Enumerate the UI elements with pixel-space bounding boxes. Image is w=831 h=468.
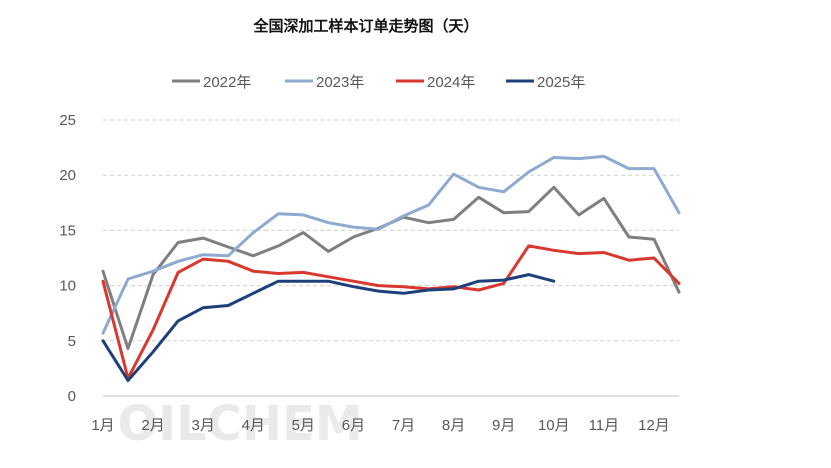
legend-label: 2023年 [316, 74, 364, 91]
x-axis: 1月 2月 3月 4月 5月 6月 7月 8月 9月 10月 11月 12月 [91, 417, 669, 434]
y-tick-label: 5 [68, 333, 76, 350]
legend-item: 2023年 [285, 74, 364, 91]
y-tick-label: 0 [68, 388, 76, 405]
x-tick-label: 1月 [91, 417, 114, 434]
x-tick-label: 11月 [589, 417, 620, 434]
legend-item: 2024年 [396, 74, 475, 91]
series-lines [101, 154, 681, 382]
chart-legend: 2022年 2023年 2024年 2025年 [172, 74, 585, 91]
x-tick-label: 10月 [538, 417, 570, 434]
y-axis: 0 5 10 15 20 25 [59, 112, 76, 405]
x-tick-label: 6月 [342, 417, 365, 434]
y-tick-label: 10 [59, 278, 76, 295]
x-tick-label: 4月 [242, 417, 265, 434]
y-tick-label: 25 [59, 112, 76, 129]
x-tick-label: 7月 [392, 417, 415, 434]
chart-title: 全国深加工样本订单走势图（天） [252, 17, 478, 35]
x-tick-label: 12月 [638, 417, 670, 434]
x-tick-label: 2月 [141, 417, 164, 434]
series-line-2023年 [101, 154, 681, 335]
series-line-2025年 [101, 273, 556, 382]
y-tick-label: 20 [59, 167, 76, 184]
watermark: OILCHEM [117, 396, 362, 452]
x-tick-label: 8月 [442, 417, 465, 434]
x-tick-label: 3月 [192, 417, 215, 434]
legend-label: 2022年 [203, 74, 251, 91]
legend-label: 2024年 [427, 74, 475, 91]
legend-item: 2022年 [172, 74, 251, 91]
series-line-2024年 [101, 244, 681, 380]
y-tick-label: 15 [59, 222, 76, 239]
x-tick-label: 9月 [492, 417, 515, 434]
x-tick-label: 5月 [292, 417, 315, 434]
legend-label: 2025年 [537, 74, 585, 91]
legend-item: 2025年 [506, 74, 585, 91]
